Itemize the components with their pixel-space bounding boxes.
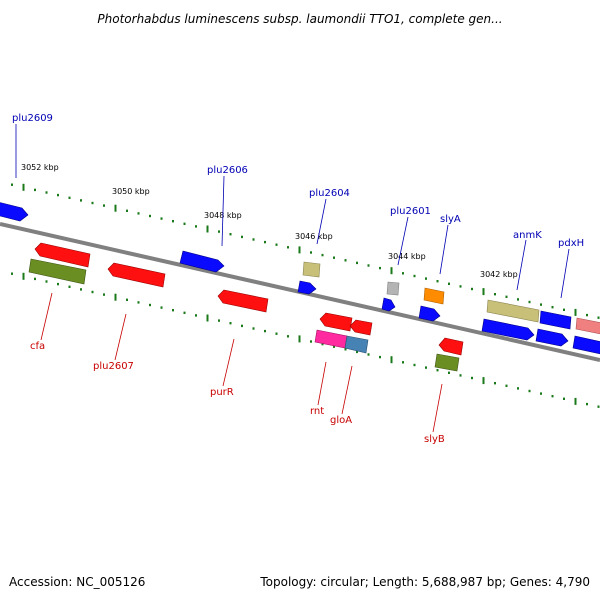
label-slyB[interactable]: slyB bbox=[424, 434, 445, 445]
gene-plu2609[interactable] bbox=[0, 202, 29, 222]
gene-cfa[interactable] bbox=[28, 258, 87, 285]
gene-plu2601-grey[interactable] bbox=[386, 281, 400, 296]
map-title: Photorhabdus luminescens subsp. laumondi… bbox=[97, 12, 502, 26]
label-plu2609[interactable]: plu2609 bbox=[12, 113, 53, 124]
gene-plu2607[interactable] bbox=[107, 262, 166, 288]
scale-label-3046: 3046 kbp bbox=[295, 232, 333, 241]
label-purR[interactable]: purR bbox=[210, 387, 234, 398]
gene-red-1[interactable] bbox=[34, 242, 91, 268]
gene-slyA[interactable] bbox=[423, 287, 445, 305]
label-plu2607[interactable]: plu2607 bbox=[93, 361, 134, 372]
gene-rnt[interactable] bbox=[314, 329, 348, 349]
gene-slyA-neighbor[interactable] bbox=[418, 305, 441, 322]
label-plu2601[interactable]: plu2601 bbox=[390, 206, 431, 217]
label-rnt[interactable]: rnt bbox=[310, 406, 324, 417]
label-pdxH[interactable]: pdxH bbox=[558, 238, 584, 249]
reverse-genes bbox=[28, 242, 464, 372]
forward-genes bbox=[0, 202, 600, 355]
gene-gloA[interactable] bbox=[344, 335, 369, 354]
label-leaders bbox=[15, 124, 570, 433]
gene-plu2601[interactable] bbox=[381, 297, 396, 312]
gene-purR[interactable] bbox=[217, 289, 269, 313]
gene-plu2604[interactable] bbox=[297, 280, 317, 295]
label-plu2604[interactable]: plu2604 bbox=[309, 188, 350, 199]
label-slyA[interactable]: slyA bbox=[440, 214, 461, 225]
gene-pdxH-neighbor[interactable] bbox=[535, 328, 569, 347]
scale-label-3042: 3042 kbp bbox=[480, 270, 518, 279]
gene-anmK[interactable] bbox=[486, 299, 540, 323]
label-gloA[interactable]: gloA bbox=[330, 415, 352, 426]
gene-edge-blue[interactable] bbox=[572, 335, 600, 355]
label-cfa[interactable]: cfa bbox=[30, 341, 45, 352]
gene-slyB-red[interactable] bbox=[438, 337, 464, 356]
lower-tick-track bbox=[11, 272, 600, 408]
gene-slyB[interactable] bbox=[434, 353, 460, 372]
gene-plu2604-tan[interactable] bbox=[302, 261, 321, 278]
label-anmK[interactable]: anmK bbox=[513, 230, 542, 241]
scale-label-3052: 3052 kbp bbox=[21, 163, 59, 172]
genome-summary-text: Topology: circular; Length: 5,688,987 bp… bbox=[259, 575, 590, 589]
accession-text: Accession: NC_005126 bbox=[9, 575, 145, 589]
scale-label-3050: 3050 kbp bbox=[112, 187, 150, 196]
gene-pdxH[interactable] bbox=[539, 310, 572, 330]
label-plu2606[interactable]: plu2606 bbox=[207, 165, 248, 176]
gene-plu2606[interactable] bbox=[179, 250, 225, 273]
gene-red-small-2[interactable] bbox=[349, 319, 373, 336]
gene-red-small-1[interactable] bbox=[319, 312, 353, 332]
gene-edge-salmon[interactable] bbox=[575, 317, 600, 335]
gene-anmK-blue[interactable] bbox=[481, 318, 535, 341]
upper-tick-track bbox=[11, 183, 600, 319]
scale-label-3044: 3044 kbp bbox=[388, 252, 426, 261]
